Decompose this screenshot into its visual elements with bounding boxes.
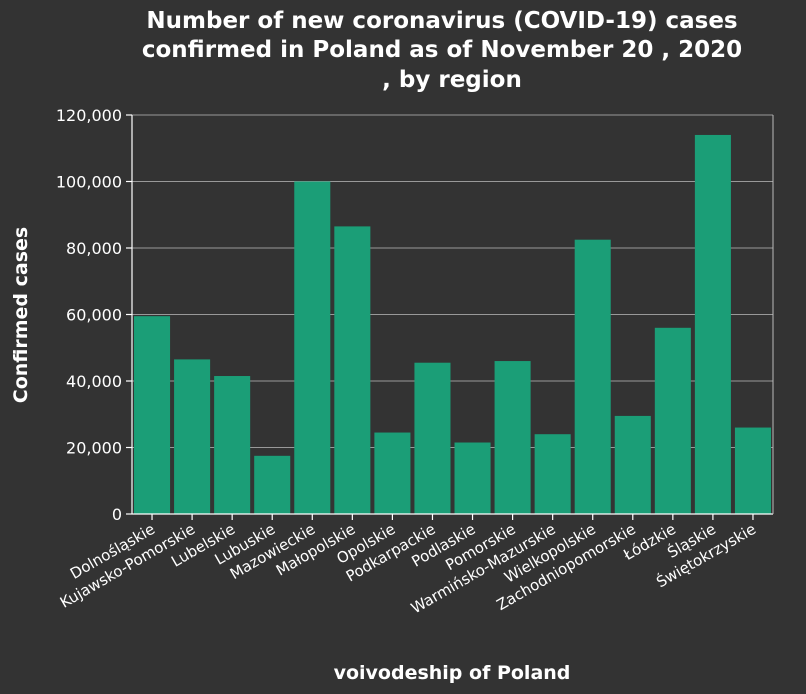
bar [734, 427, 771, 514]
bar [694, 134, 731, 514]
y-tick-label: 120,000 [56, 106, 122, 125]
bar [134, 316, 171, 514]
x-axis-label: voivodeship of Poland [334, 662, 571, 684]
chart-title-line-1: Number of new coronavirus (COVID-19) cas… [146, 8, 737, 34]
y-tick-label: 60,000 [66, 306, 122, 325]
y-tick-label: 80,000 [66, 239, 122, 258]
bar [534, 434, 571, 514]
y-tick-label: 40,000 [66, 372, 122, 391]
bar [214, 376, 251, 514]
bar [654, 327, 691, 514]
bar [254, 455, 291, 514]
y-axis-ticks: 0 20,000 40,000 60,000 80,000 100,000 120,000 [56, 106, 132, 524]
y-tick-label: 0 [112, 505, 122, 524]
x-axis-ticks: DolnośląskieKujawsko-PomorskieLubelskieL… [57, 514, 759, 617]
y-axis-label: Confirmed cases [10, 227, 32, 403]
chart-title-line-2: confirmed in Poland as of November 20 , … [142, 37, 742, 63]
bar [294, 181, 331, 514]
y-tick-label: 100,000 [56, 173, 122, 192]
bar [174, 359, 211, 514]
bar [374, 432, 411, 514]
bar [614, 415, 651, 514]
bar [574, 239, 611, 514]
bar [334, 226, 371, 514]
bar [454, 442, 491, 514]
bar [414, 362, 451, 514]
y-tick-label: 20,000 [66, 439, 122, 458]
bars [134, 134, 771, 514]
bar [494, 361, 531, 514]
chart-title-line-3: , by region [382, 67, 522, 93]
